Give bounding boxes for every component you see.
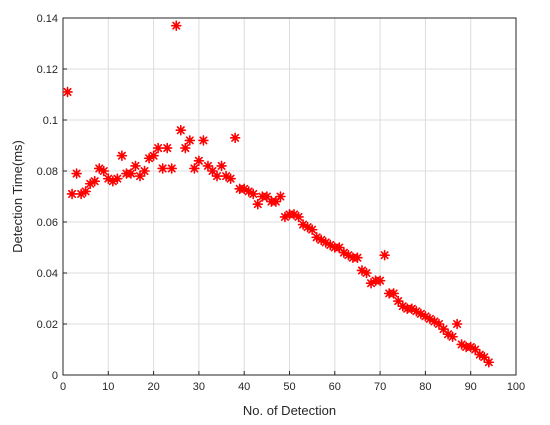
data-points (62, 20, 495, 368)
data-point (379, 249, 390, 261)
data-point (392, 295, 404, 307)
data-point (225, 173, 236, 184)
data-point (175, 124, 187, 136)
data-point (478, 351, 490, 363)
data-point (161, 142, 173, 154)
y-tick-label: 0.1 (43, 115, 58, 127)
data-point (352, 252, 363, 264)
data-point (388, 288, 399, 299)
data-point (198, 135, 209, 146)
y-tick-label: 0 (52, 370, 58, 382)
data-point (130, 160, 141, 172)
x-tick-label: 80 (419, 381, 431, 393)
data-point (66, 188, 78, 200)
data-point (139, 165, 150, 177)
plot-frame (62, 17, 517, 376)
y-tick-label: 0.02 (37, 319, 58, 331)
data-point (207, 165, 218, 177)
x-tick-label: 70 (374, 381, 386, 393)
data-point (180, 142, 191, 154)
y-axis-label: Detection Time(ms) (10, 140, 25, 253)
data-point (125, 168, 137, 179)
data-point (216, 160, 227, 172)
data-point (184, 135, 196, 146)
y-tick-label: 0.06 (37, 217, 58, 229)
x-tick-labels: 0 10 20 30 40 50 60 70 80 90 100 (60, 381, 525, 393)
x-tick-label: 10 (102, 381, 114, 393)
data-point (98, 165, 110, 177)
x-tick-label: 40 (238, 381, 250, 393)
data-point (116, 150, 128, 161)
data-point (189, 163, 200, 174)
y-tick-label: 0.12 (37, 64, 58, 76)
y-tick-label: 0.04 (37, 268, 58, 280)
data-point (451, 318, 463, 330)
x-axis-label: No. of Detection (243, 403, 336, 418)
y-tick-label: 0.08 (37, 166, 58, 178)
data-point (211, 170, 223, 182)
data-point (247, 188, 259, 200)
data-point (80, 186, 91, 197)
x-tick-label: 0 (60, 381, 66, 393)
x-tick-label: 100 (507, 381, 525, 393)
data-point (293, 211, 304, 223)
x-tick-label: 30 (193, 381, 205, 393)
y-tick-labels: 0 0.02 0.04 0.06 0.08 0.1 0.12 0.14 (37, 13, 58, 382)
data-point (193, 155, 205, 167)
data-point (483, 356, 495, 368)
x-tick-label: 20 (147, 381, 159, 393)
data-point (170, 20, 182, 31)
data-point (71, 168, 82, 179)
data-point (374, 275, 386, 286)
x-tick-label: 50 (283, 381, 295, 393)
data-point (447, 331, 458, 343)
data-point (166, 163, 178, 174)
x-tick-label: 90 (465, 381, 477, 393)
data-point (438, 323, 449, 335)
data-point (229, 132, 241, 144)
data-point (89, 175, 101, 187)
data-point (148, 150, 159, 161)
data-point (152, 142, 164, 154)
data-point (252, 198, 264, 210)
x-tick-label: 60 (329, 381, 341, 393)
data-point (112, 173, 123, 184)
data-point (306, 224, 318, 235)
data-point (361, 267, 372, 279)
y-tick-label: 0.14 (37, 13, 58, 25)
data-point (275, 191, 286, 202)
data-point (157, 163, 168, 174)
data-point (62, 86, 73, 98)
